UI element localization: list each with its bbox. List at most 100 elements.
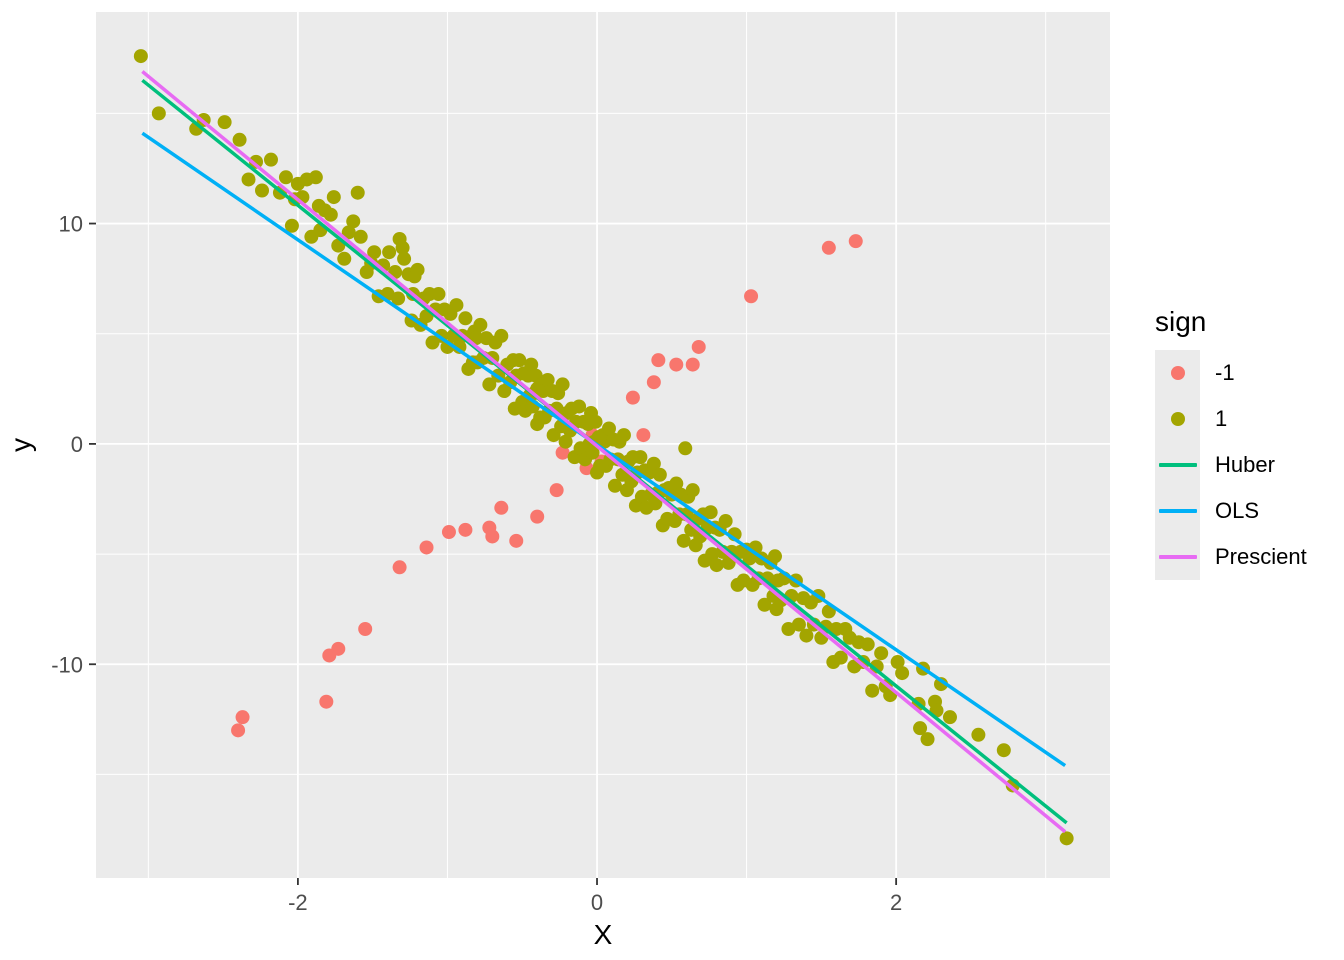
scatter-point-sign-1 (346, 214, 361, 229)
scatter-point-sign-1 (767, 549, 782, 564)
scatter-point-sign-1 (133, 49, 148, 64)
scatter-point-sign-1 (705, 547, 720, 562)
line-swatch-icon (1158, 509, 1197, 513)
legend-key (1155, 350, 1200, 396)
axis-tick-labels: -2 0 2 -10 0 10 (51, 212, 902, 915)
scatter-point-sign-1 (742, 551, 757, 566)
scatter-point-sign-1 (249, 154, 264, 169)
y-tick-label: 0 (71, 432, 83, 457)
scatter-point-sign--1 (669, 357, 684, 372)
scatter-point-sign-1 (913, 721, 928, 736)
scatter-point-sign-1 (524, 357, 539, 372)
legend-key (1155, 488, 1200, 534)
scatter-point-sign--1 (419, 540, 434, 555)
legend-item-prescient: Prescient (1155, 534, 1307, 580)
scatter-point-sign-1 (512, 353, 527, 368)
scatter-point-sign-1 (685, 483, 700, 498)
scatter-point-sign--1 (691, 339, 706, 354)
scatter-point-sign-1 (558, 434, 573, 449)
y-axis-title: y (5, 438, 36, 452)
scatter-point-sign-1 (323, 207, 338, 222)
scatter-point-sign-1 (555, 377, 570, 392)
scatter-point-sign-1 (601, 421, 616, 436)
scatter-point-sign-1 (865, 683, 880, 698)
scatter-point-sign--1 (636, 428, 651, 443)
scatter-point-sign-1 (890, 655, 905, 670)
scatter-point-sign-1 (255, 183, 270, 198)
scatter-point-sign-1 (241, 172, 256, 187)
scatter-point-sign--1 (441, 525, 456, 540)
scatter-point-sign-1 (326, 190, 341, 205)
scatter-point-sign--1 (744, 289, 759, 304)
scatter-point-sign-1 (669, 476, 684, 491)
scatter-point-sign--1 (231, 723, 246, 738)
x-tick-label: 0 (591, 890, 603, 915)
scatter-point-sign--1 (685, 357, 700, 372)
scatter-point-sign-1 (395, 240, 410, 255)
scatter-point-sign-1 (382, 245, 397, 260)
scatter-point-sign-1 (482, 377, 497, 392)
scatter-point-sign--1 (821, 240, 836, 255)
scatter-point-sign-1 (337, 251, 352, 266)
line-swatch-icon (1158, 555, 1197, 559)
scatter-point-sign--1 (235, 710, 250, 725)
scatter-point-sign-1 (572, 399, 587, 414)
scatter-point-sign-1 (540, 372, 555, 387)
scatter-point-sign-1 (217, 115, 232, 130)
scatter-point-sign--1 (458, 522, 473, 537)
scatter-point-sign-1 (607, 478, 622, 493)
legend-item-ols: OLS (1155, 488, 1307, 534)
scatter-point-sign-1 (410, 262, 425, 277)
scatter-point-sign-1 (874, 646, 889, 661)
scatter-point-sign-1 (151, 106, 166, 121)
scatter-point-sign--1 (530, 509, 545, 524)
scatter-point-sign-1 (781, 621, 796, 636)
scatter-point-sign--1 (549, 483, 564, 498)
scatter-point-sign-1 (971, 727, 986, 742)
scatter-point-sign--1 (358, 621, 373, 636)
scatter-point-sign-1 (934, 677, 948, 692)
scatter-point-sign-1 (895, 666, 910, 681)
axis-tick-marks (89, 222, 898, 885)
scatter-point-sign-1 (678, 441, 693, 456)
legend-item-sign-pos1: 1 (1155, 396, 1307, 442)
legend-key (1155, 396, 1200, 442)
scatter-point-sign-1 (284, 218, 299, 233)
legend-label: 1 (1215, 406, 1228, 431)
scatter-point-sign-1 (1059, 831, 1074, 846)
scatter-point-sign-1 (452, 339, 467, 354)
scatter-point-sign--1 (848, 234, 863, 249)
scatter-point-sign-1 (996, 743, 1011, 758)
scatter-point-sign--1 (319, 694, 334, 709)
scatter-point-sign-1 (588, 414, 603, 429)
legend-title: sign (1155, 306, 1207, 337)
x-axis-title: X (594, 919, 613, 950)
x-tick-label: -2 (288, 890, 308, 915)
legend-label: -1 (1215, 360, 1235, 385)
scatter-point-sign-1 (232, 132, 247, 147)
scatter-point-sign-1 (833, 650, 848, 665)
scatter-point-sign-1 (860, 637, 875, 652)
legend-item-sign-neg1: -1 (1155, 350, 1307, 396)
scatter-point-sign-1 (633, 450, 648, 465)
legend: sign -1 1 Huber OLS (1155, 306, 1307, 580)
scatter-point-sign--1 (485, 529, 500, 544)
scatter-point-sign-1 (757, 597, 772, 612)
scatter-point-sign-1 (799, 628, 814, 643)
legend-key (1155, 534, 1200, 580)
scatter-point-sign-1 (869, 659, 884, 674)
scatter-point-sign-1 (494, 328, 509, 343)
scatter-point-sign--1 (331, 641, 346, 656)
scatter-point-sign-1 (473, 317, 488, 332)
scatter-point-sign--1 (651, 353, 666, 368)
prescient-line (141, 70, 1067, 834)
scatter-point-sign-1 (920, 732, 935, 747)
scatter-point-sign--1 (646, 375, 661, 390)
scatter-point-sign--1 (392, 560, 407, 575)
scatter-point-sign-1 (431, 287, 446, 302)
legend-label: Huber (1215, 452, 1275, 477)
scatter-point-sign-1 (616, 428, 631, 443)
fit-lines (141, 70, 1068, 834)
legend-key (1155, 442, 1200, 488)
